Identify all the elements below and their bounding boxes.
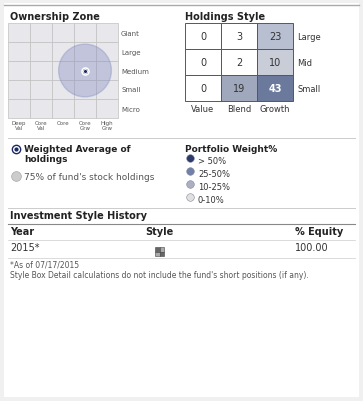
Text: 75% of fund's stock holdings: 75% of fund's stock holdings bbox=[24, 172, 154, 182]
Text: Mid: Mid bbox=[297, 59, 312, 67]
Text: 2: 2 bbox=[236, 58, 242, 68]
Text: Core: Core bbox=[57, 121, 69, 126]
Circle shape bbox=[58, 45, 111, 98]
Text: Style Box Detail calculations do not include the fund's short positions (if any): Style Box Detail calculations do not inc… bbox=[10, 270, 309, 279]
Text: % Equity: % Equity bbox=[295, 227, 343, 237]
Text: Value: Value bbox=[191, 105, 215, 114]
FancyBboxPatch shape bbox=[159, 247, 164, 252]
Text: 2015*: 2015* bbox=[10, 242, 40, 252]
FancyBboxPatch shape bbox=[74, 81, 96, 100]
Text: 10: 10 bbox=[269, 58, 281, 68]
FancyBboxPatch shape bbox=[74, 24, 96, 43]
FancyBboxPatch shape bbox=[52, 81, 74, 100]
FancyBboxPatch shape bbox=[96, 81, 118, 100]
Text: 0: 0 bbox=[200, 58, 206, 68]
FancyBboxPatch shape bbox=[185, 24, 221, 50]
FancyBboxPatch shape bbox=[221, 76, 257, 102]
FancyBboxPatch shape bbox=[30, 62, 52, 81]
Text: Blend: Blend bbox=[227, 105, 251, 114]
FancyBboxPatch shape bbox=[4, 4, 359, 397]
FancyBboxPatch shape bbox=[257, 76, 293, 102]
Text: Large: Large bbox=[121, 49, 140, 55]
Text: 43: 43 bbox=[268, 84, 282, 94]
Text: 10-25%: 10-25% bbox=[198, 182, 230, 192]
Text: Year: Year bbox=[10, 227, 34, 237]
Text: Ownership Zone: Ownership Zone bbox=[10, 12, 100, 22]
Text: > 50%: > 50% bbox=[198, 157, 226, 166]
FancyBboxPatch shape bbox=[8, 62, 30, 81]
FancyBboxPatch shape bbox=[185, 76, 221, 102]
Text: 25-50%: 25-50% bbox=[198, 170, 230, 178]
Text: Core
Val: Core Val bbox=[35, 121, 47, 131]
Text: 0: 0 bbox=[200, 84, 206, 94]
Text: 0-10%: 0-10% bbox=[198, 196, 225, 205]
Text: holdings: holdings bbox=[24, 155, 68, 164]
Text: 0: 0 bbox=[200, 32, 206, 42]
FancyBboxPatch shape bbox=[159, 252, 164, 256]
Text: High
Grw: High Grw bbox=[101, 121, 113, 131]
Text: 100.00: 100.00 bbox=[295, 242, 329, 252]
Text: Micro: Micro bbox=[121, 106, 140, 112]
Text: Weighted Average of: Weighted Average of bbox=[24, 145, 131, 154]
Text: Large: Large bbox=[297, 32, 321, 41]
FancyBboxPatch shape bbox=[185, 50, 221, 76]
Text: Core
Grw: Core Grw bbox=[79, 121, 91, 131]
FancyBboxPatch shape bbox=[257, 24, 293, 50]
Text: Medium: Medium bbox=[121, 68, 149, 74]
FancyBboxPatch shape bbox=[96, 43, 118, 62]
FancyBboxPatch shape bbox=[30, 81, 52, 100]
FancyBboxPatch shape bbox=[155, 247, 159, 252]
FancyBboxPatch shape bbox=[30, 24, 52, 43]
Text: Portfolio Weight%: Portfolio Weight% bbox=[185, 145, 277, 154]
FancyBboxPatch shape bbox=[221, 50, 257, 76]
Text: Growth: Growth bbox=[260, 105, 290, 114]
FancyBboxPatch shape bbox=[52, 62, 74, 81]
FancyBboxPatch shape bbox=[74, 62, 96, 81]
FancyBboxPatch shape bbox=[8, 81, 30, 100]
FancyBboxPatch shape bbox=[155, 252, 159, 256]
FancyBboxPatch shape bbox=[52, 43, 74, 62]
FancyBboxPatch shape bbox=[96, 100, 118, 119]
FancyBboxPatch shape bbox=[8, 43, 30, 62]
FancyBboxPatch shape bbox=[52, 100, 74, 119]
Text: 23: 23 bbox=[269, 32, 281, 42]
Text: Small: Small bbox=[121, 87, 140, 93]
Text: *As of 07/17/2015: *As of 07/17/2015 bbox=[10, 260, 79, 269]
FancyBboxPatch shape bbox=[8, 24, 30, 43]
Text: 3: 3 bbox=[236, 32, 242, 42]
FancyBboxPatch shape bbox=[221, 24, 257, 50]
Text: Small: Small bbox=[297, 84, 320, 93]
Text: Style: Style bbox=[145, 227, 173, 237]
Text: Deep
Val: Deep Val bbox=[12, 121, 26, 131]
FancyBboxPatch shape bbox=[74, 100, 96, 119]
FancyBboxPatch shape bbox=[96, 62, 118, 81]
FancyBboxPatch shape bbox=[8, 100, 30, 119]
FancyBboxPatch shape bbox=[257, 50, 293, 76]
FancyBboxPatch shape bbox=[52, 24, 74, 43]
Text: Investment Style History: Investment Style History bbox=[10, 211, 147, 221]
FancyBboxPatch shape bbox=[30, 100, 52, 119]
FancyBboxPatch shape bbox=[96, 24, 118, 43]
FancyBboxPatch shape bbox=[74, 43, 96, 62]
Text: Giant: Giant bbox=[121, 30, 140, 36]
Text: Holdings Style: Holdings Style bbox=[185, 12, 265, 22]
Text: 19: 19 bbox=[233, 84, 245, 94]
FancyBboxPatch shape bbox=[30, 43, 52, 62]
